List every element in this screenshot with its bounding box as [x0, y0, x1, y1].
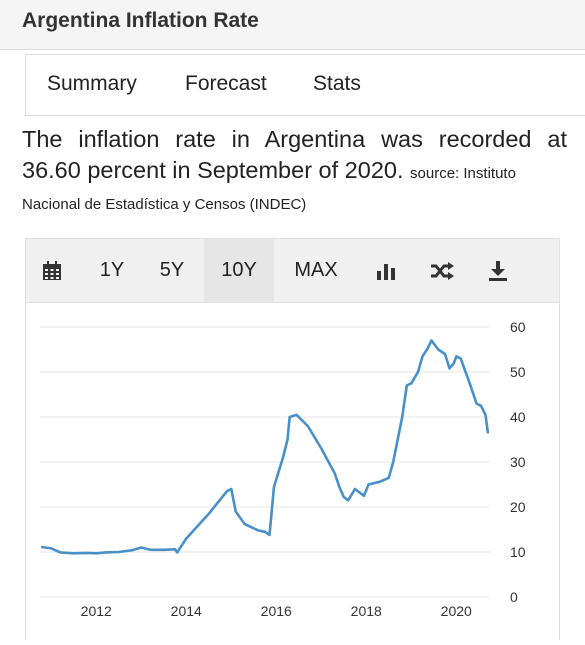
summary-text: The inflation rate in Argentina was reco…	[22, 124, 567, 213]
y-tick-label: 10	[510, 544, 526, 560]
x-tick-label: 2016	[261, 603, 292, 619]
y-tick-label: 50	[510, 364, 526, 380]
x-tick-label: 2012	[81, 603, 112, 619]
page-header: Argentina Inflation Rate	[0, 0, 585, 50]
bar-chart-icon[interactable]	[366, 239, 406, 302]
y-tick-label: 20	[510, 499, 526, 515]
tab-bar: Summary Forecast Stats	[25, 54, 585, 116]
range-max-button[interactable]: MAX	[294, 259, 338, 281]
shuffle-icon[interactable]	[422, 239, 462, 302]
y-tick-label: 0	[510, 589, 518, 605]
tab-summary[interactable]: Summary	[47, 72, 137, 95]
y-tick-label: 40	[510, 409, 526, 425]
download-icon[interactable]	[478, 239, 518, 302]
range-5y-button[interactable]: 5Y	[159, 259, 185, 281]
y-tick-label: 30	[510, 454, 526, 470]
summary-line-2-text: 36.60 percent in September of 2020.	[22, 157, 404, 183]
chart-toolbar: 1Y 5Y 10Y MAX	[25, 238, 560, 303]
tab-stats[interactable]: Stats	[313, 72, 361, 95]
range-10y-button[interactable]: 10Y	[204, 239, 274, 302]
y-tick-label: 60	[510, 319, 526, 335]
range-1y-button[interactable]: 1Y	[99, 259, 125, 281]
chart-panel: 0 10 20 30 40 50 60 2012 2014 2016 2018 2020	[25, 303, 560, 640]
inflation-chart: 0 10 20 30 40 50 60 2012 2014 2016 2018 2020	[40, 319, 526, 619]
page-title: Argentina Inflation Rate	[22, 9, 259, 32]
calendar-icon[interactable]	[32, 239, 72, 302]
source-name: Nacional de Estadística y Censos (INDEC)	[22, 196, 307, 213]
summary-line-2: 36.60 percent in September of 2020. sour…	[22, 155, 567, 189]
source-label: source: Instituto	[410, 165, 516, 182]
x-tick-label: 2014	[171, 603, 202, 619]
tab-forecast[interactable]: Forecast	[185, 72, 267, 95]
x-tick-label: 2018	[351, 603, 382, 619]
summary-line-1: The inflation rate in Argentina was reco…	[22, 126, 567, 152]
x-tick-label: 2020	[441, 603, 472, 619]
series-line	[40, 339, 490, 555]
